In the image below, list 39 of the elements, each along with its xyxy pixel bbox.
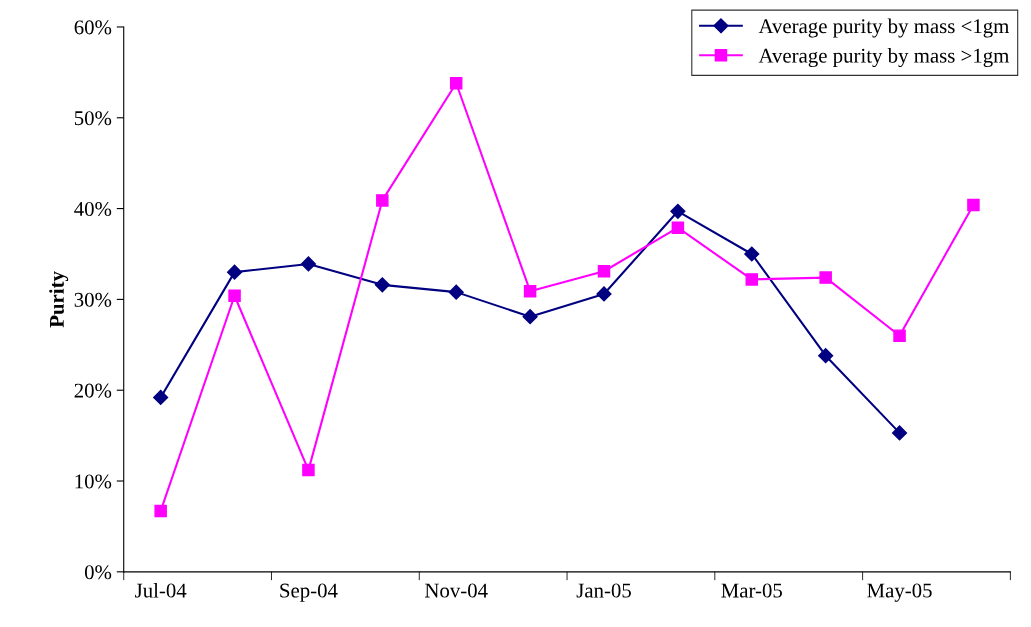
x-tick-label: Nov-04	[424, 583, 488, 598]
point	[449, 77, 463, 90]
x-tick-label: Sep-04	[280, 583, 338, 602]
point	[967, 198, 980, 212]
point	[745, 273, 759, 286]
point	[597, 264, 611, 278]
point	[891, 425, 908, 441]
x-tick-label: Jan-05	[576, 583, 631, 598]
y-tick-label: 20%	[74, 383, 112, 398]
point	[670, 203, 686, 219]
y-tick-label: 0%	[84, 565, 112, 580]
legend-label: Average purity by mass <1gm	[758, 18, 1010, 38]
y-tick-label: 30%	[74, 292, 112, 307]
point	[374, 277, 390, 293]
point	[819, 271, 832, 284]
y-tick-label: 50%	[74, 111, 112, 126]
point	[228, 289, 241, 303]
point	[300, 256, 317, 272]
y-axis-title: Purity	[49, 271, 69, 328]
y-tick-label: 40%	[74, 201, 112, 217]
point	[226, 264, 243, 280]
point	[818, 348, 834, 364]
point	[302, 463, 315, 477]
x-tick-label: May-05	[867, 583, 932, 602]
legend-label: Average purity by mass >1gm	[758, 48, 1010, 68]
point	[376, 194, 389, 207]
x-tick-label: Jul-04	[135, 582, 187, 598]
point	[596, 286, 612, 302]
point	[744, 246, 760, 262]
y-tick-label: 10%	[75, 474, 112, 489]
point	[154, 504, 167, 518]
point	[893, 329, 906, 342]
point	[523, 284, 537, 298]
point	[671, 221, 685, 234]
point	[448, 284, 464, 300]
x-tick-label: Mar-05	[721, 583, 782, 598]
point	[153, 389, 169, 406]
y-tick-label: 60%	[74, 20, 112, 35]
point	[522, 309, 538, 325]
